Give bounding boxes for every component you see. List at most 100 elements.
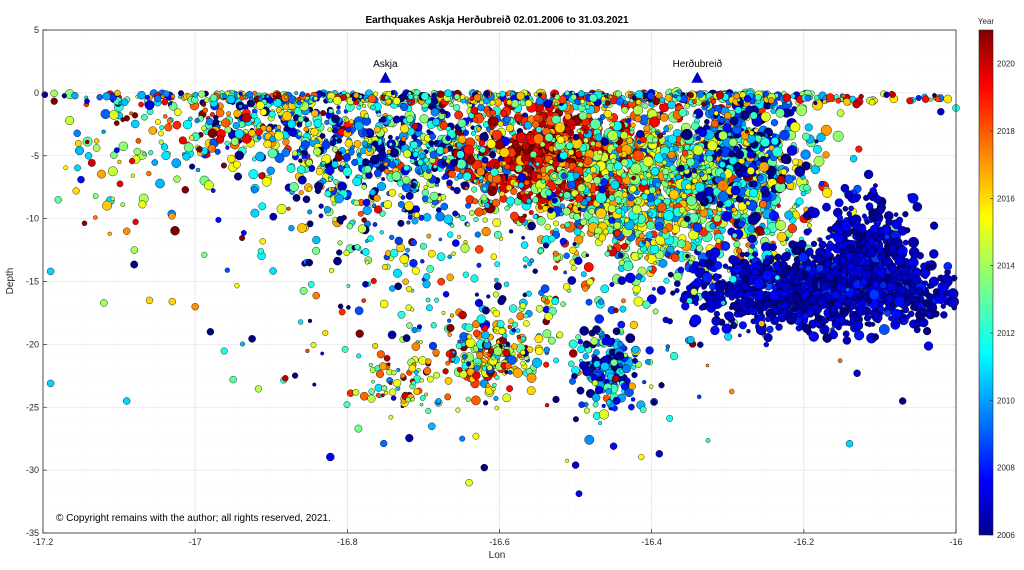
earthquake-point	[736, 289, 744, 297]
earthquake-point	[542, 329, 552, 339]
earthquake-point	[800, 270, 808, 277]
earthquake-point	[492, 129, 503, 141]
earthquake-point	[433, 371, 440, 379]
earthquake-point	[804, 123, 813, 132]
earthquake-point	[870, 310, 880, 320]
earthquake-point	[840, 266, 848, 273]
earthquake-point	[352, 388, 360, 396]
earthquake-point	[699, 196, 710, 207]
earthquake-point	[763, 341, 769, 348]
earthquake-point	[868, 289, 880, 300]
earthquake-point	[515, 132, 528, 144]
earthquake-point	[356, 152, 362, 158]
earthquake-point	[457, 172, 464, 180]
earthquake-point	[423, 366, 432, 375]
earthquake-point	[595, 207, 607, 219]
earthquake-point	[650, 239, 657, 246]
earthquake-point	[681, 302, 690, 311]
earthquake-point	[601, 337, 610, 346]
earthquake-point	[713, 310, 721, 318]
earthquake-point	[509, 138, 515, 144]
earthquake-point	[493, 162, 500, 170]
earthquake-point	[328, 108, 334, 114]
earthquake-point	[648, 186, 656, 194]
earthquake-point	[473, 329, 481, 337]
earthquake-point	[663, 125, 670, 132]
earthquake-point	[717, 148, 723, 155]
earthquake-point	[801, 161, 811, 171]
earthquake-point	[811, 283, 818, 291]
earthquake-point	[861, 213, 867, 219]
earthquake-point	[925, 263, 933, 271]
earthquake-point	[784, 174, 794, 184]
earthquake-point	[617, 341, 624, 348]
earthquake-point	[818, 180, 825, 187]
earthquake-point	[760, 111, 771, 122]
earthquake-point	[747, 306, 754, 313]
earthquake-point	[771, 133, 776, 138]
earthquake-point	[576, 386, 585, 395]
earthquake-point	[851, 214, 862, 225]
data-points	[41, 87, 960, 498]
earthquake-point	[518, 182, 525, 189]
earthquake-point	[693, 301, 699, 306]
earthquake-point	[610, 180, 620, 190]
earthquake-point	[489, 109, 497, 117]
earthquake-point	[880, 226, 891, 236]
earthquake-point	[514, 114, 522, 122]
earthquake-point	[620, 158, 629, 167]
earthquake-point	[594, 385, 604, 395]
earthquake-point	[780, 301, 789, 310]
earthquake-point	[645, 346, 654, 355]
earthquake-point	[359, 391, 369, 401]
earthquake-point	[473, 364, 481, 372]
earthquake-point	[426, 375, 434, 383]
earthquake-point	[739, 251, 745, 258]
earthquake-point	[819, 324, 830, 335]
earthquake-point	[419, 114, 429, 124]
earthquake-point	[884, 211, 894, 221]
earthquake-point	[867, 237, 876, 246]
earthquake-point	[707, 140, 718, 151]
earthquake-point	[808, 331, 819, 342]
earthquake-point	[907, 310, 915, 318]
earthquake-point	[850, 254, 862, 266]
earthquake-point	[757, 174, 764, 182]
earthquake-point	[430, 107, 440, 117]
earthquake-point	[832, 130, 844, 142]
earthquake-point	[709, 254, 717, 262]
earthquake-point	[600, 178, 609, 187]
earthquake-point	[669, 164, 677, 172]
earthquake-point	[844, 190, 854, 200]
earthquake-point	[667, 100, 676, 110]
earthquake-point	[849, 268, 859, 278]
earthquake-point	[439, 121, 449, 130]
earthquake-point	[438, 113, 446, 120]
earthquake-point	[728, 255, 738, 265]
earthquake-point	[470, 106, 479, 115]
earthquake-point	[861, 239, 867, 245]
earthquake-point	[388, 388, 397, 396]
earthquake-point	[673, 272, 683, 282]
earthquake-point	[632, 204, 642, 215]
earthquake-point	[575, 334, 582, 340]
earthquake-point	[701, 290, 710, 300]
earthquake-point	[655, 130, 660, 136]
earthquake-point	[753, 127, 759, 133]
earthquake-point	[307, 209, 313, 215]
earthquake-point	[444, 377, 453, 385]
earthquake-point	[647, 211, 653, 217]
earthquake-point	[493, 346, 503, 356]
earthquake-point	[681, 150, 689, 157]
earthquake-point	[878, 324, 890, 335]
earthquake-point	[908, 236, 920, 248]
earthquake-point	[371, 379, 375, 384]
earthquake-point	[610, 158, 617, 164]
earthquake-point	[400, 136, 407, 142]
earthquake-point	[740, 282, 750, 291]
earthquake-point	[535, 126, 543, 133]
earthquake-point	[661, 159, 668, 166]
earthquake-point	[701, 272, 713, 284]
earthquake-point	[487, 348, 495, 355]
earthquake-point	[577, 339, 584, 345]
